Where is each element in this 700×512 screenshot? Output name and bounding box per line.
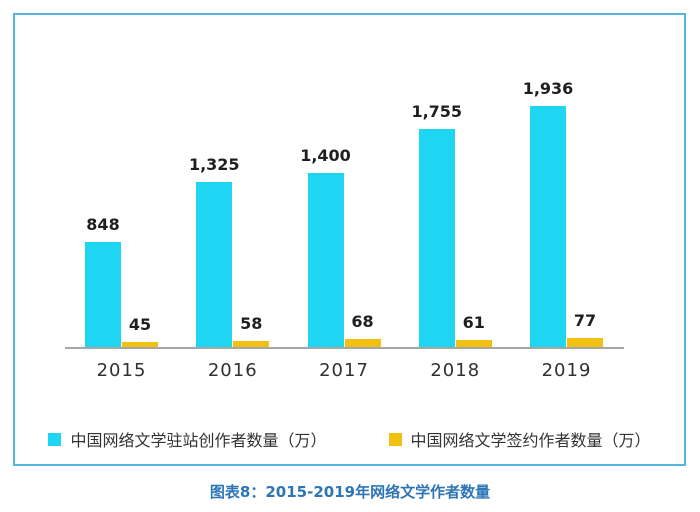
- bar-value-label: 77: [573, 310, 597, 330]
- bar-signed-2017: [344, 339, 381, 348]
- bar-group-2016: 1,325 58: [189, 155, 270, 348]
- bar-value-label: 58: [240, 313, 263, 333]
- x-axis-line: [65, 347, 624, 349]
- bar-col-signed-2019: 77: [567, 310, 603, 348]
- year-label-2015: 2015: [96, 360, 147, 381]
- years-row: 2015 2016 2017 2018 2019: [85, 360, 603, 381]
- bar-group-2018: 1,755 61: [411, 102, 492, 348]
- bar-value-label: 68: [351, 311, 374, 331]
- chart-caption: 图表8：2015-2019年网络文学作者数量: [209, 483, 491, 501]
- bar-resident-2016: [196, 182, 233, 348]
- bar-value-label: 1,400: [300, 145, 351, 165]
- legend-label-signed-authors: 中国网络文学签约作者数量（万）: [410, 431, 651, 450]
- bar-signed-2016: [233, 341, 270, 348]
- bar-resident-2019: [530, 106, 566, 348]
- bar-col-signed-2015: 45: [122, 314, 158, 348]
- bar-col-signed-2018: 61: [455, 312, 492, 348]
- bar-signed-2019: [567, 338, 603, 348]
- bar-group-2019: 1,936 77: [523, 79, 603, 348]
- bar-col-signed-2017: 68: [344, 311, 381, 348]
- year-label-2016: 2016: [207, 360, 258, 381]
- bar-value-label: 1,325: [188, 154, 240, 174]
- legend: 中国网络文学驻站创作者数量（万） 中国网络文学签约作者数量（万）: [15, 427, 684, 451]
- bar-value-label: 1,936: [522, 78, 574, 98]
- bar-resident-2017: [307, 173, 344, 348]
- year-label-2018: 2018: [430, 360, 481, 381]
- chart-card: 848 45 1,325 58 1,400 68 1,755 61 1,936 77 2015 20…: [13, 13, 686, 466]
- legend-label-resident-authors: 中国网络文学驻站创作者数量（万）: [70, 431, 327, 450]
- bar-group-2015: 848 45: [85, 214, 158, 348]
- bar-group-2017: 1,400 68: [300, 146, 381, 348]
- bar-col-resident-2019: 1,936: [523, 79, 573, 348]
- bar-col-signed-2016: 58: [233, 313, 270, 348]
- bar-value-label: 61: [462, 312, 485, 332]
- bar-col-resident-2016: 1,325: [189, 155, 240, 348]
- legend-item-signed-authors: 中国网络文学签约作者数量（万）: [388, 427, 651, 451]
- year-label-2019: 2019: [541, 360, 592, 381]
- legend-swatch-cyan-icon: [48, 432, 62, 446]
- bar-col-resident-2018: 1,755: [411, 102, 462, 348]
- bar-resident-2015: [85, 242, 121, 348]
- bar-col-resident-2015: 848: [85, 214, 121, 348]
- bar-signed-2015: [122, 342, 158, 348]
- legend-item-resident-authors: 中国网络文学驻站创作者数量（万）: [48, 427, 327, 451]
- bar-value-label: 1,755: [411, 101, 463, 121]
- bar-resident-2018: [418, 129, 455, 348]
- bar-value-label: 45: [128, 314, 152, 334]
- legend-swatch-gold-icon: [388, 432, 402, 446]
- bar-value-label: 848: [86, 214, 120, 234]
- bars-row: 848 45 1,325 58 1,400 68 1,755 61 1,936 77: [85, 79, 603, 348]
- bar-col-resident-2017: 1,400: [300, 146, 351, 348]
- year-label-2017: 2017: [319, 360, 369, 381]
- bar-signed-2018: [455, 340, 492, 348]
